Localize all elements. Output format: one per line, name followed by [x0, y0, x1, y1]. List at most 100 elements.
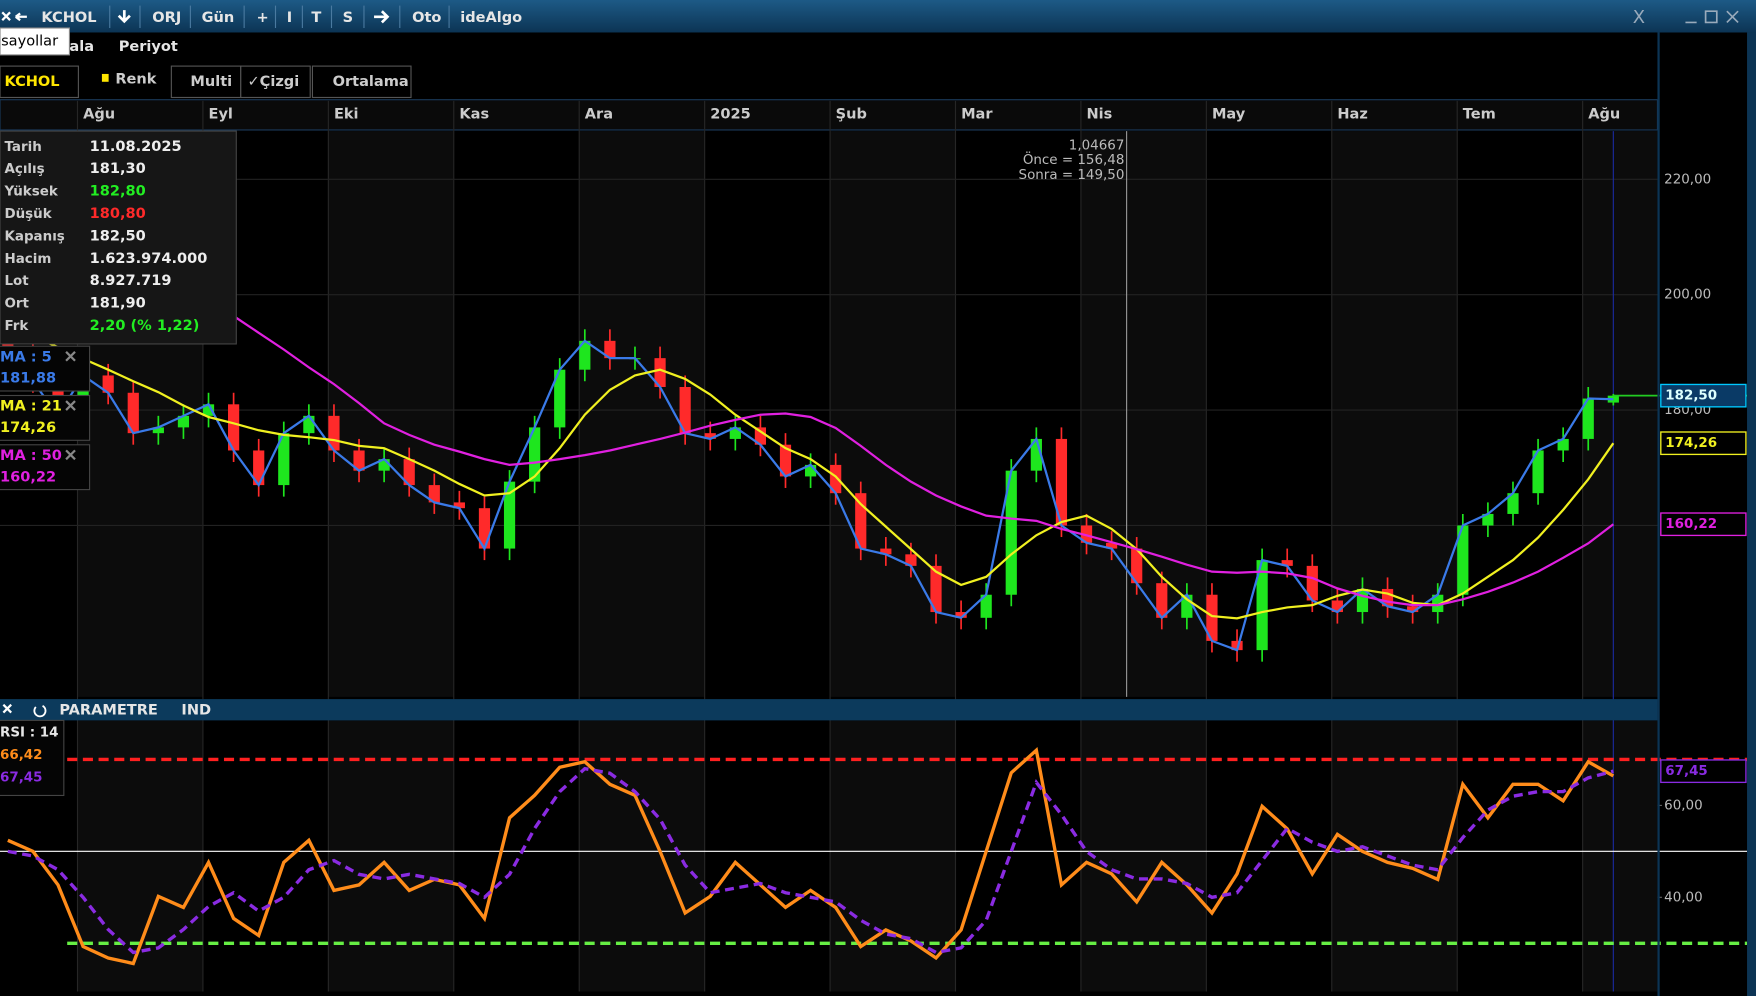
info-label: Tarih	[4, 140, 41, 155]
candle-body	[1256, 560, 1268, 651]
candle-body	[1206, 594, 1218, 641]
info-label: Kapanış	[4, 229, 64, 244]
legend-value: 67,45	[0, 771, 43, 786]
candle-body	[1432, 594, 1444, 613]
candle-body	[1582, 398, 1594, 439]
tab[interactable]: ✓Çizgi	[247, 73, 299, 90]
legend-close[interactable]	[65, 351, 76, 362]
value-tag-label: 67,45	[1665, 764, 1708, 779]
info-label: Hacim	[4, 252, 51, 267]
toolbar-item[interactable]: Gün	[202, 9, 235, 26]
tab[interactable]: Multi	[190, 73, 232, 90]
candle-body	[478, 508, 491, 549]
info-label: Frk	[4, 319, 29, 334]
x-tick-label: Nis	[1087, 105, 1113, 122]
candle-body	[152, 427, 164, 434]
candle-body	[1231, 640, 1243, 651]
candle-body	[804, 464, 817, 477]
window-border	[1747, 32, 1756, 996]
candle-body	[503, 481, 516, 549]
candle-body	[1407, 606, 1419, 613]
candle-body	[177, 415, 190, 428]
candle-body	[529, 427, 541, 482]
candle-body	[228, 404, 240, 451]
info-value: 182,80	[90, 183, 146, 200]
window-buttons[interactable]	[1685, 10, 1739, 24]
legend-close[interactable]	[65, 400, 76, 411]
legend-title: RSI : 14	[0, 726, 58, 741]
candle-body	[779, 444, 792, 477]
candle-body	[303, 415, 315, 434]
menu-item[interactable]: ala	[69, 38, 94, 55]
candle-body	[679, 386, 691, 434]
rsi-line	[7, 766, 1614, 955]
tooltip-box	[0, 27, 70, 56]
month-band	[1582, 131, 1658, 697]
candle-body	[729, 427, 741, 439]
download-icon[interactable]	[117, 10, 131, 24]
legend-value: 174,26	[0, 419, 56, 436]
legend-value: 181,88	[0, 370, 56, 387]
toolbar-symbol[interactable]: KCHOL	[41, 9, 96, 26]
back-icon[interactable]	[15, 12, 27, 22]
window-close[interactable]: X	[1633, 7, 1645, 28]
close-icon[interactable]	[1, 11, 11, 21]
candle-body	[1281, 560, 1293, 566]
month-band	[1331, 720, 1458, 992]
candle-body	[1030, 438, 1042, 471]
info-label: Ort	[4, 297, 29, 312]
toolbar-item[interactable]: T	[311, 9, 321, 26]
candle-body	[278, 433, 290, 486]
tooltip: sayollar	[1, 32, 58, 49]
panel-item[interactable]: PARAMETRE	[59, 701, 158, 718]
legend-close[interactable]	[65, 449, 76, 461]
info-value: 181,90	[90, 295, 146, 312]
x-tick-label: Ağu	[83, 105, 115, 122]
tab-box	[240, 65, 311, 99]
axis-border	[1657, 32, 1660, 996]
menu-item[interactable]: Periyot	[119, 38, 178, 55]
candle-body	[830, 464, 842, 494]
rsi-line	[7, 747, 1615, 966]
info-value: 182,50	[90, 227, 146, 244]
ma-line	[7, 323, 1615, 620]
tab[interactable]: Ortalama	[333, 73, 409, 90]
tab-box	[311, 65, 412, 99]
ma-line	[6, 339, 1614, 652]
tab[interactable]	[0, 65, 79, 99]
x-tick-label: Şub	[836, 105, 867, 122]
legend-name[interactable]: MA : 21	[0, 398, 62, 415]
legend-name[interactable]: MA : 5	[0, 348, 52, 365]
toolbar-item[interactable]: +	[256, 9, 268, 26]
tab-symbol[interactable]: KCHOL	[4, 73, 59, 90]
toolbar-item[interactable]: ideAlgo	[460, 9, 522, 26]
legend-name[interactable]: MA : 50	[0, 447, 62, 464]
month-band	[328, 720, 454, 992]
info-box	[0, 130, 237, 345]
toolbar-item[interactable]: ORJ	[152, 9, 181, 26]
value-tag	[1660, 431, 1747, 456]
panel-item[interactable]: IND	[181, 701, 211, 718]
toolbar-item[interactable]: I	[287, 9, 292, 26]
x-tick-label: 2025	[710, 105, 750, 122]
toolbar-item[interactable]: Oto	[412, 9, 441, 26]
y-tick-label: 200,00	[1664, 288, 1711, 303]
toolbar-separators	[109, 5, 450, 29]
candle-body	[980, 594, 992, 618]
info-value: 2,20 (% 1,22)	[90, 317, 200, 334]
panel-close-icon[interactable]	[2, 703, 12, 714]
info-label: Lot	[4, 274, 29, 289]
toolbar-item[interactable]: S	[343, 9, 353, 26]
info-label: Açılış	[4, 162, 44, 177]
tab[interactable]: Renk	[115, 71, 156, 88]
candle-body	[955, 612, 967, 618]
month-band	[1080, 720, 1207, 992]
x-tick-label: Eyl	[209, 105, 233, 122]
candle-body	[1381, 588, 1394, 607]
forward-icon[interactable]	[374, 10, 390, 24]
candle-body	[1055, 438, 1068, 526]
candle-body	[1557, 438, 1569, 451]
candle-body	[905, 554, 917, 566]
refresh-icon[interactable]	[33, 705, 47, 718]
